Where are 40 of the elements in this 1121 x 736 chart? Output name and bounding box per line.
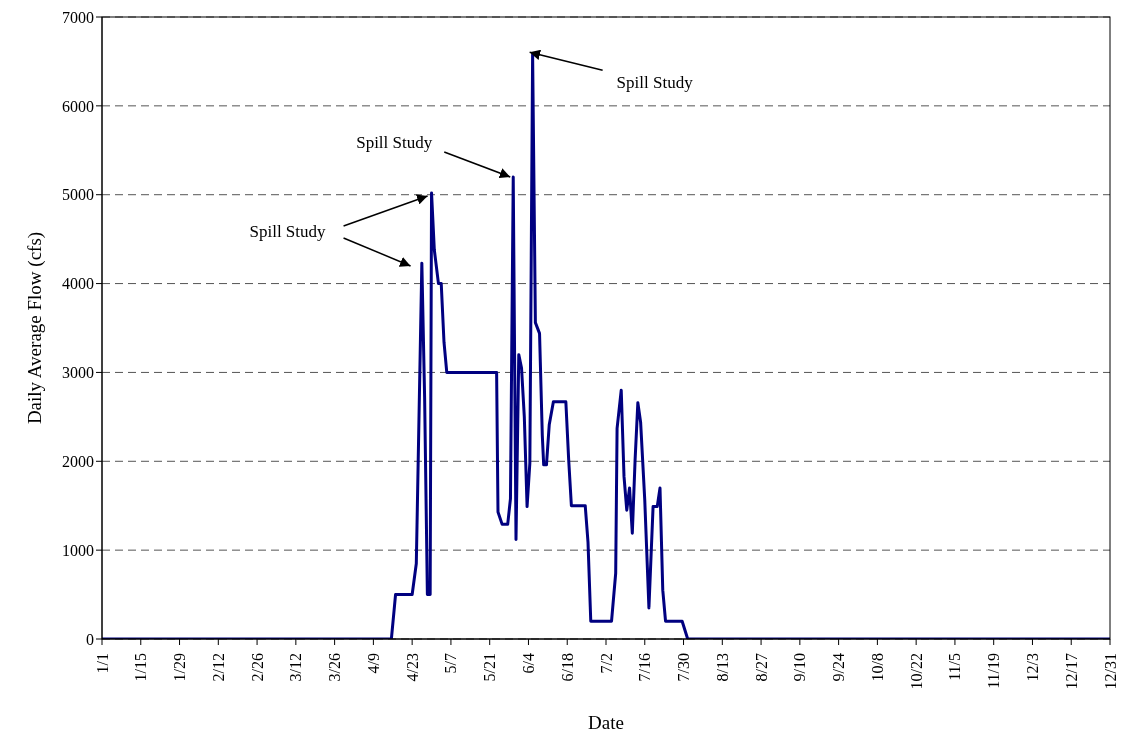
x-tick-label: 7/30 xyxy=(675,653,693,682)
y-tick-label: 0 xyxy=(86,630,94,648)
x-tick-label: 3/12 xyxy=(287,653,305,682)
y-tick-label: 1000 xyxy=(62,541,94,559)
x-tick-label: 1/1 xyxy=(93,653,111,674)
x-tick-label: 2/26 xyxy=(248,653,266,682)
x-tick-label: 7/16 xyxy=(636,653,654,682)
x-tick-label: 9/24 xyxy=(830,653,848,682)
y-tick-label: 5000 xyxy=(62,186,94,204)
x-tick-label: 12/17 xyxy=(1062,653,1080,690)
x-tick-label: 4/23 xyxy=(403,653,421,682)
x-tick-label: 1/15 xyxy=(132,653,150,682)
annotation: Spill Study xyxy=(356,133,433,153)
y-axis-title: Daily Average Flow (cfs) xyxy=(23,231,46,425)
y-tick-label: 7000 xyxy=(62,8,94,26)
x-tick-label: 12/3 xyxy=(1023,653,1041,682)
x-tick-label: 8/27 xyxy=(752,653,770,682)
x-tick-label: 6/18 xyxy=(558,653,576,682)
x-tick-label: 10/8 xyxy=(868,653,886,682)
y-tick-label: 4000 xyxy=(62,275,94,293)
y-tick-label: 3000 xyxy=(62,364,94,382)
x-tick-label: 2/12 xyxy=(209,653,227,682)
x-tick-label: 1/29 xyxy=(171,653,189,682)
x-axis-title: Date xyxy=(588,712,624,733)
y-tick-label: 2000 xyxy=(62,452,94,470)
x-tick-label: 11/5 xyxy=(946,653,964,681)
x-tick-label: 4/9 xyxy=(364,653,382,674)
x-tick-label: 5/21 xyxy=(481,653,499,682)
annotation: Spill Study xyxy=(249,222,327,242)
y-tick-label: 6000 xyxy=(62,97,94,115)
x-tick-label: 10/22 xyxy=(907,653,925,690)
x-tick-label: 11/19 xyxy=(985,653,1003,689)
x-tick-label: 12/31 xyxy=(1101,653,1119,690)
x-tick-label: 9/10 xyxy=(791,653,809,682)
x-tick-label: 5/7 xyxy=(442,653,460,674)
x-tick-label: 3/26 xyxy=(326,653,344,682)
x-tick-label: 6/4 xyxy=(519,653,537,674)
annotation: Spill Study xyxy=(616,72,694,92)
x-tick-label: 8/13 xyxy=(713,653,731,682)
x-tick-label: 7/2 xyxy=(597,653,615,674)
